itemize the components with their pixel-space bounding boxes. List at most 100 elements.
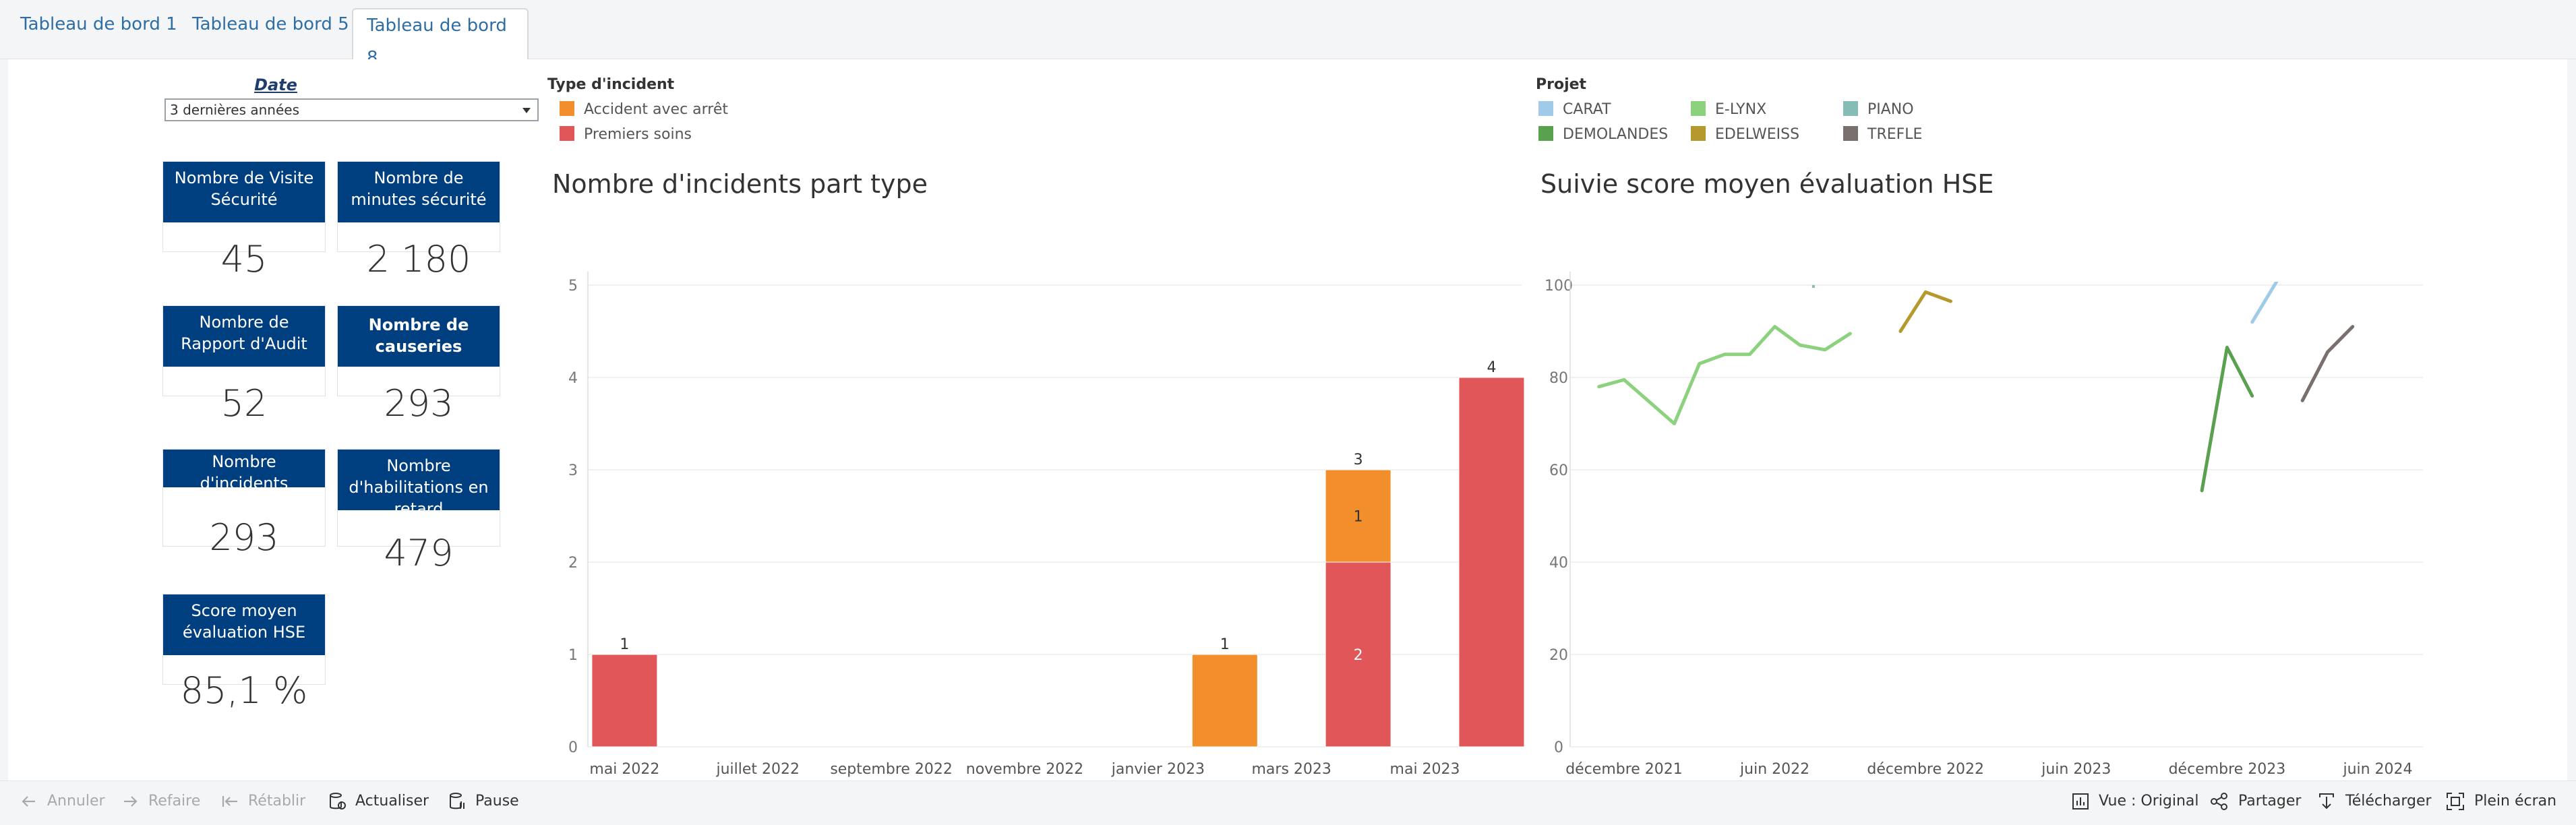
legend-item-e-lynx[interactable]: E-LYNX (1691, 101, 1766, 118)
refresh-label: Actualiser (355, 793, 429, 809)
kpi-incidents: Nombre d'incidents 293 (162, 449, 326, 559)
y-tick-label: 20 (1549, 647, 1568, 664)
x-tick-label: décembre 2022 (1867, 761, 1984, 778)
pause-button[interactable]: Pause (448, 781, 519, 825)
bar-total-label: 1 (620, 636, 629, 653)
share-label: Partager (2238, 793, 2302, 809)
share-button[interactable]: Partager (2210, 781, 2301, 825)
bar-segment (1325, 561, 1391, 747)
legend-item-demolandes[interactable]: DEMOLANDES (1538, 126, 1668, 143)
legend-item-edelweiss[interactable]: EDELWEISS (1691, 126, 1799, 143)
date-filter-value: 3 dernières années (170, 102, 299, 118)
tab-tableau-de-bord-1[interactable]: Tableau de bord 1 (20, 14, 177, 34)
line-series-e-lynx (1597, 325, 1852, 425)
refresh-database-icon (330, 793, 346, 809)
kpi-rapport-audit: Nombre de Rapport d'Audit 52 (162, 305, 326, 425)
bar-segment-label: 1 (1354, 509, 1363, 526)
bar-segment (1325, 469, 1391, 563)
kpi-title: Nombre d'habilitations en retard (338, 450, 500, 510)
fullscreen-button[interactable]: Plein écran (2446, 781, 2556, 825)
x-tick-label: juin 2022 (1739, 761, 1809, 778)
revert-label: Rétablir (248, 793, 306, 809)
legend-swatch (560, 126, 574, 141)
revert-button[interactable]: Rétablir (221, 781, 305, 825)
x-tick-label: décembre 2021 (1565, 761, 1683, 778)
legend-item-premiers-soins[interactable]: Premiers soins (560, 126, 692, 143)
kpi-habilitations-retard: Nombre d'habilitations en retard 479 (337, 449, 500, 574)
hse-chart-title: Suivie score moyen évaluation HSE (1540, 169, 1994, 199)
bar-segment-label: 2 (1354, 647, 1363, 664)
legend-label: EDELWEISS (1715, 126, 1800, 143)
download-button[interactable]: Télécharger (2317, 781, 2432, 825)
x-tick-label: janvier 2023 (1111, 761, 1205, 778)
kpi-value: 479 (384, 532, 454, 574)
kpi-value: 52 (220, 382, 268, 425)
tab-tableau-de-bord-8[interactable]: Tableau de bord 8 (352, 8, 529, 68)
kpi-title: Nombre de minutes sécurité (338, 162, 500, 222)
project-legend-title: Projet (1536, 76, 1587, 93)
view-label: Vue : Original (2099, 793, 2199, 809)
share-icon (2211, 793, 2227, 810)
incidents-chart-title: Nombre d'incidents part type (552, 169, 928, 199)
hse-line-chart: 0 20 40 60 80 100 décembre 2021 juin 2022 décemb… (1545, 272, 2423, 778)
y-tick-label: 5 (568, 278, 578, 295)
kpi-value: 293 (384, 382, 454, 425)
legend-label: Premiers soins (584, 126, 692, 143)
legend-swatch (1691, 101, 1706, 116)
legend-item-carat[interactable]: CARAT (1538, 101, 1611, 118)
x-tick-label: novembre 2022 (966, 761, 1083, 778)
arrow-left-icon (22, 796, 35, 807)
legend-label: CARAT (1563, 101, 1611, 118)
refresh-button[interactable]: Actualiser (328, 781, 429, 825)
line-series-trefle (2300, 325, 2355, 402)
fullscreen-label: Plein écran (2474, 793, 2557, 809)
kpi-visite-securite: Nombre de Visite Sécurité 45 (162, 161, 326, 280)
legend-item-trefle[interactable]: TREFLE (1843, 126, 1922, 143)
x-tick-label: décembre 2023 (2169, 761, 2286, 778)
line-series-demolandes (2200, 346, 2254, 493)
kpi-title: Nombre de Visite Sécurité (163, 162, 325, 222)
legend-item-accident-avec-arret[interactable]: Accident avec arrêt (560, 101, 728, 118)
pause-database-icon (450, 793, 465, 809)
kpi-value: 45 (220, 238, 268, 280)
y-tick-label: 0 (1554, 739, 1563, 756)
legend-label: TREFLE (1867, 126, 1923, 143)
x-tick-label: juillet 2022 (715, 761, 800, 778)
dashboard-canvas: Date 3 dernières années Type d'incident … (8, 59, 2567, 781)
pause-label: Pause (475, 793, 519, 809)
redo-label: Refaire (148, 793, 201, 809)
undo-label: Annuler (47, 793, 105, 809)
line-series-carat (2250, 282, 2279, 324)
legend-label: DEMOLANDES (1563, 126, 1669, 143)
x-tick-label: septembre 2022 (830, 761, 953, 778)
tab-tableau-de-bord-5[interactable]: Tableau de bord 5 (192, 14, 349, 34)
x-tick-label: juin 2024 (2342, 761, 2412, 778)
y-tick-label: 60 (1549, 462, 1568, 479)
bar-total-label: 4 (1487, 359, 1496, 376)
legend-swatch (560, 101, 574, 116)
redo-button[interactable]: Refaire (121, 781, 200, 825)
chevron-down-icon (522, 108, 531, 113)
line-series-edelweiss (1898, 290, 1952, 333)
y-tick-label: 4 (568, 370, 578, 387)
undo-button[interactable]: Annuler (20, 781, 105, 825)
incidents-bar-chart: 0 1 2 3 4 5 mai 2022 juillet 2022 septembre 2022… (568, 272, 1525, 778)
incident-legend-title: Type d'incident (547, 76, 675, 93)
legend-label: Accident avec arrêt (584, 101, 729, 118)
date-filter-dropdown[interactable]: 3 dernières années (164, 98, 539, 121)
x-tick-label: mai 2023 (1390, 761, 1460, 778)
legend-label: E-LYNX (1715, 101, 1767, 118)
revert-icon (222, 796, 237, 807)
view-original-button[interactable]: Vue : Original (2072, 781, 2199, 825)
view-chart-icon (2072, 793, 2089, 809)
kpi-causeries: Nombre de causeries 293 (337, 305, 500, 425)
line-series-group (1597, 282, 2355, 493)
legend-swatch (1538, 101, 1553, 116)
y-tick-label: 0 (568, 739, 578, 756)
y-tick-label: 1 (568, 647, 578, 664)
x-tick-label: juin 2023 (2041, 761, 2111, 778)
fullscreen-icon (2447, 793, 2464, 810)
legend-item-piano[interactable]: PIANO (1843, 101, 1914, 118)
arrow-right-icon (124, 796, 138, 807)
kpi-title: Nombre d'incidents (163, 450, 325, 487)
